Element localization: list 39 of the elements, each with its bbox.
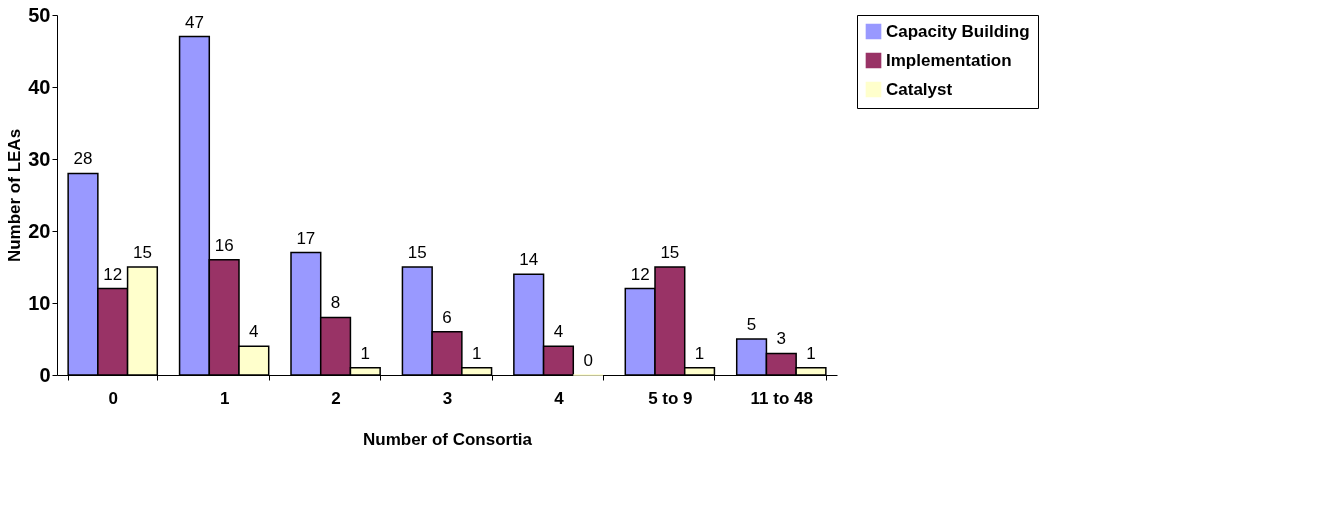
y-tick-label: 0 — [39, 363, 51, 386]
x-tick-label: 4 — [554, 388, 565, 408]
legend-label: Implementation — [886, 50, 1012, 70]
data-label: 0 — [583, 351, 593, 370]
x-axis-title: Number of Consortia — [362, 429, 533, 449]
y-tick-label: 50 — [28, 3, 51, 26]
x-tick-label: 2 — [331, 388, 341, 408]
x-tick-label: 1 — [219, 388, 230, 408]
x-tick-label: 0 — [108, 388, 118, 408]
y-tick-label: 30 — [28, 147, 51, 170]
data-label: 15 — [132, 243, 152, 262]
data-label: 47 — [184, 12, 204, 32]
data-label: 16 — [214, 235, 234, 255]
y-tick-label: 10 — [28, 291, 51, 314]
data-label: 1 — [806, 343, 816, 363]
data-label: 1 — [694, 343, 705, 363]
data-label: 5 — [746, 315, 757, 334]
x-tick-label: 5 to 9 — [648, 388, 693, 408]
data-label: 28 — [73, 149, 93, 169]
y-tick-label: 20 — [28, 219, 51, 242]
y-tick-label: 40 — [28, 75, 51, 98]
data-label: 3 — [776, 329, 787, 349]
data-label: 6 — [442, 307, 452, 327]
data-label: 17 — [296, 228, 316, 248]
data-label: 15 — [407, 243, 427, 262]
data-label: 12 — [103, 264, 123, 284]
data-label: 4 — [553, 322, 564, 342]
x-tick-label: 3 — [442, 388, 453, 408]
x-tick-label: 11 to 48 — [750, 388, 813, 408]
data-label: 4 — [249, 322, 259, 342]
legend-label: Catalyst — [886, 79, 953, 99]
data-label: 8 — [330, 293, 341, 313]
data-label: 1 — [471, 343, 482, 363]
legend-label: Capacity Building — [886, 21, 1030, 41]
data-label: 14 — [519, 250, 539, 270]
data-label: 12 — [630, 264, 650, 284]
data-label: 15 — [660, 243, 680, 262]
data-label: 1 — [360, 343, 371, 363]
y-axis-title: Number of LEAs — [5, 128, 25, 263]
